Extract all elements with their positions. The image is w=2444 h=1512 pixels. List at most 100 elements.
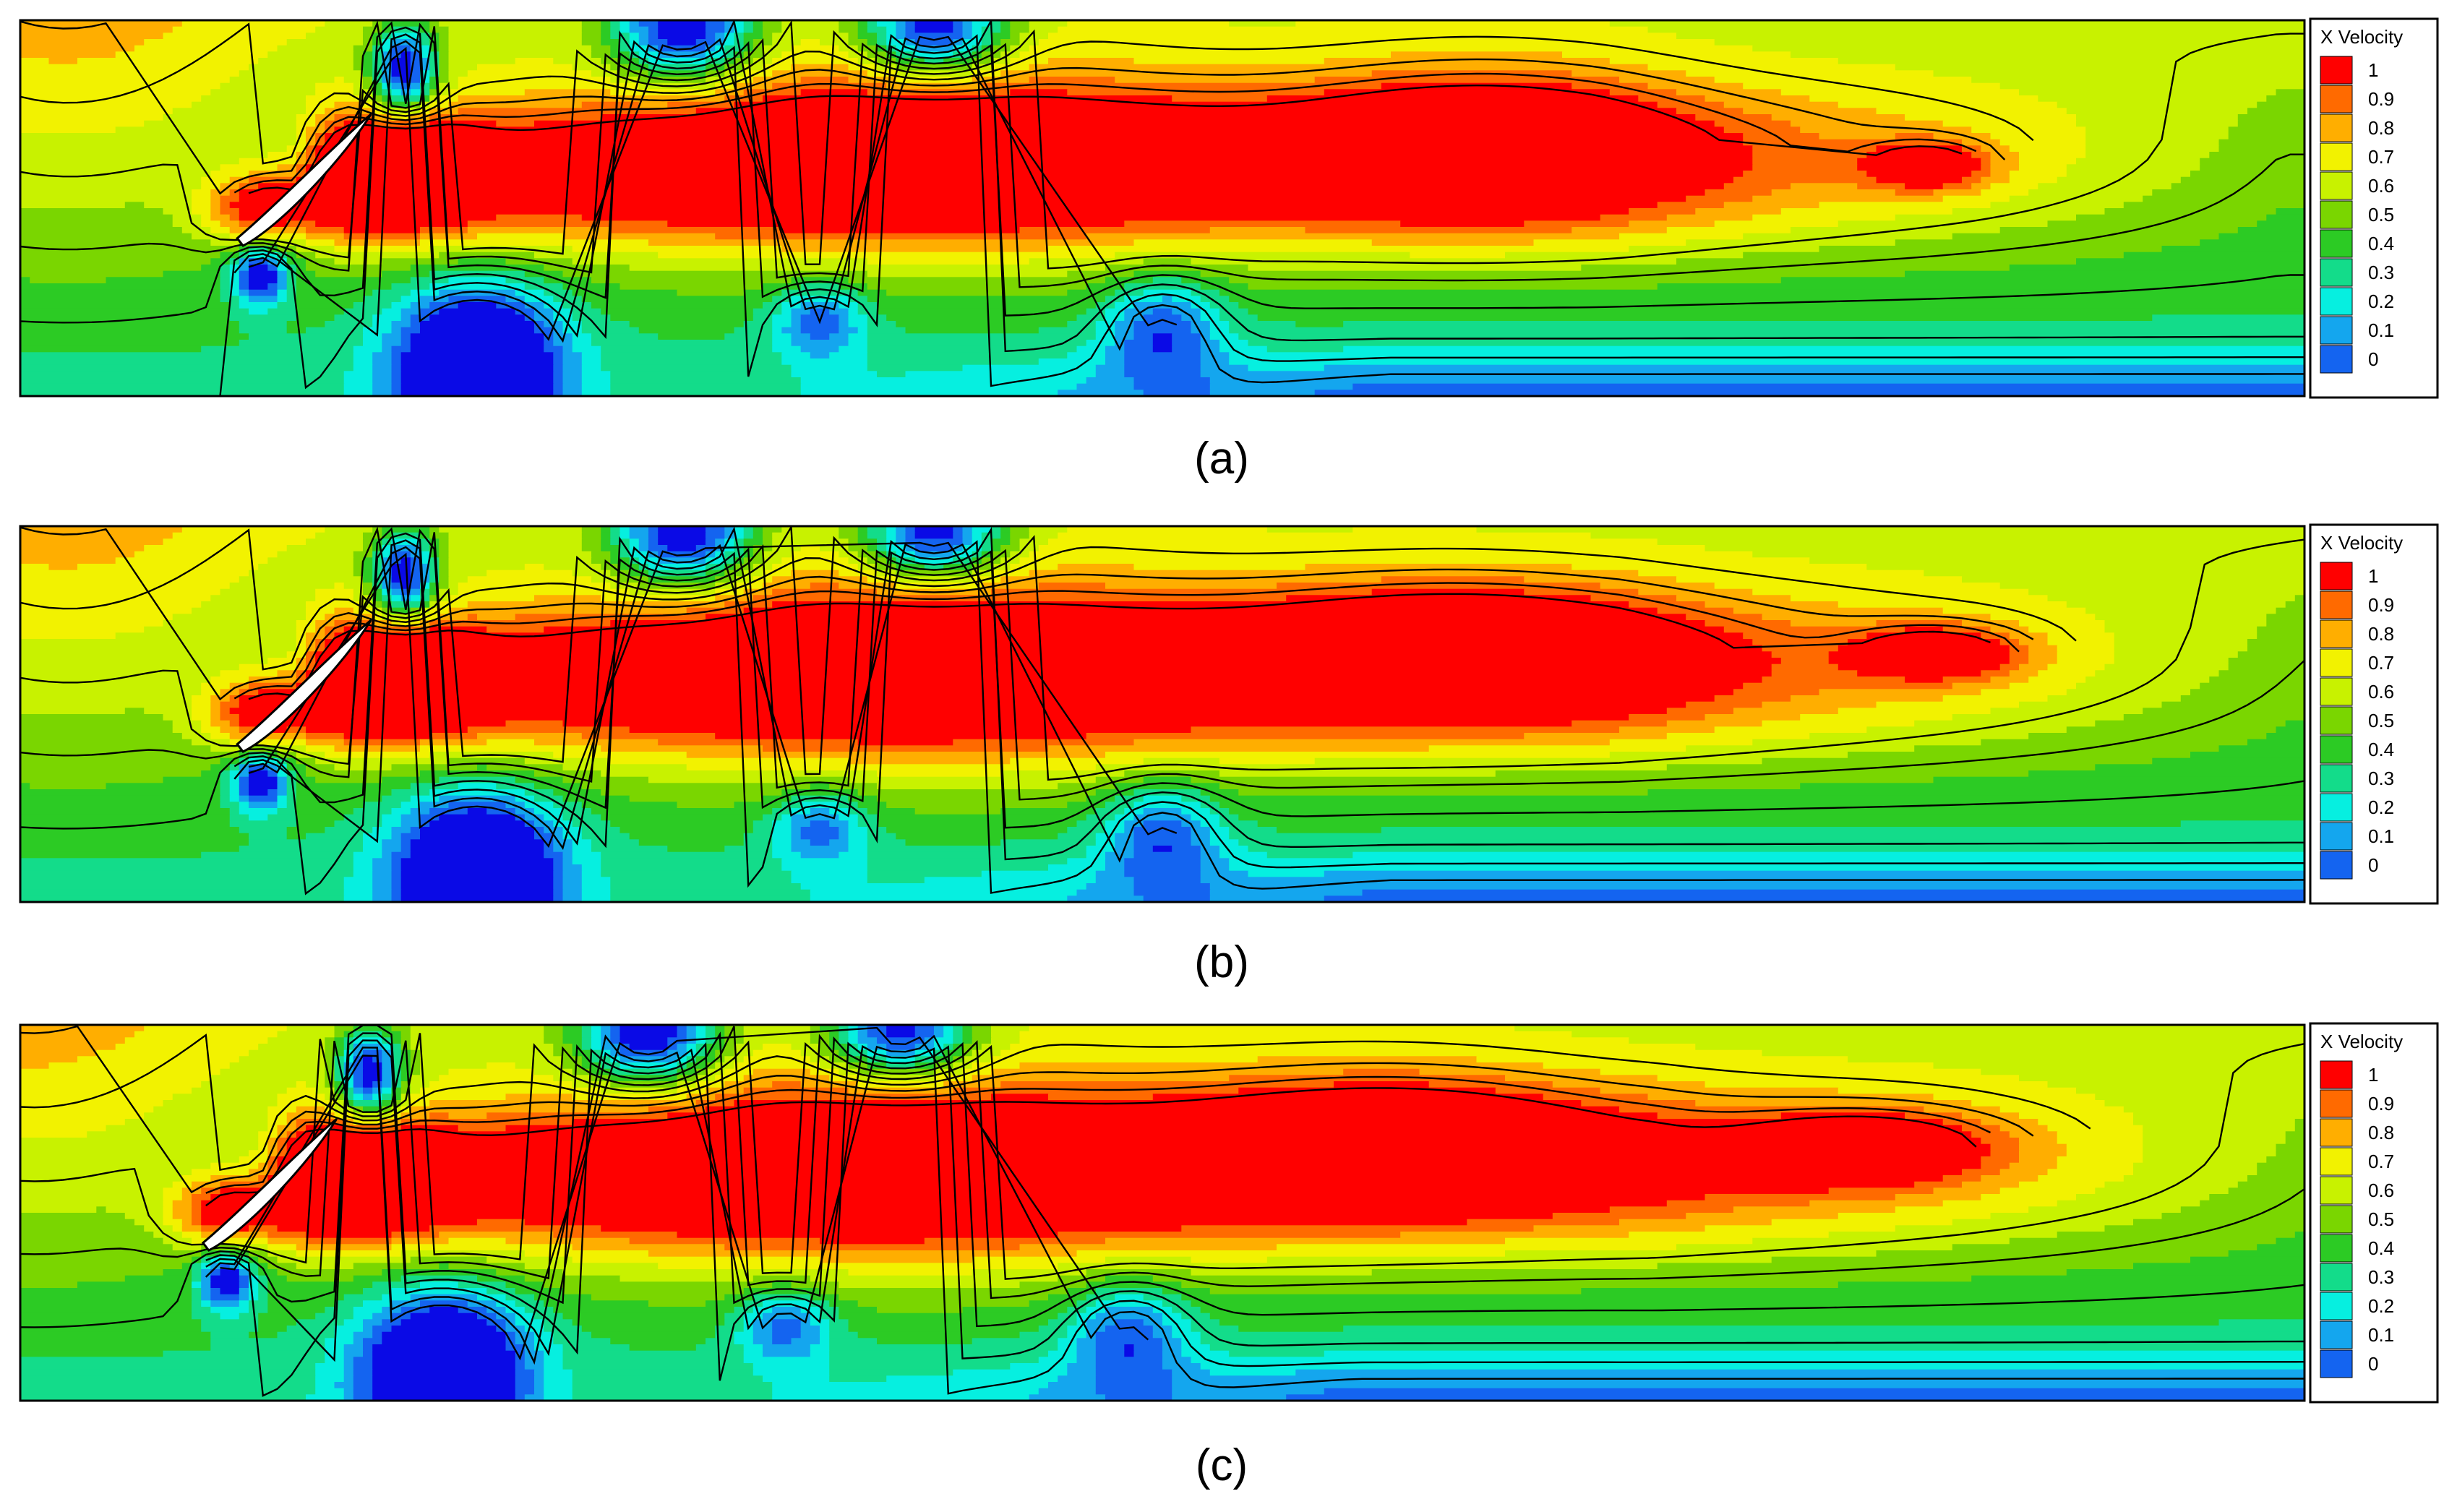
contour-band [1924, 1106, 2001, 1114]
contour-band [286, 1326, 335, 1333]
contour-band [1200, 352, 1230, 359]
contour-band [1086, 851, 1106, 859]
contour-band [439, 39, 450, 46]
contour-band [1095, 1344, 1125, 1352]
contour-band [391, 82, 402, 90]
contour-band [743, 51, 763, 59]
contour-band [420, 1281, 459, 1289]
contour-band [553, 789, 601, 796]
contour-band [306, 607, 335, 615]
contour-band [334, 1331, 354, 1339]
contour-band [400, 1031, 411, 1039]
contour-band [610, 883, 802, 890]
contour-band [1152, 1094, 1544, 1101]
contour-band [572, 314, 612, 322]
contour-band [734, 20, 745, 27]
contour-band [658, 252, 1115, 259]
contour-band [429, 314, 526, 322]
contour-band [20, 1357, 326, 1364]
contour-band [1352, 383, 2304, 391]
contour-band [820, 1256, 973, 1264]
contour-band [991, 1031, 1021, 1039]
contour-band [562, 1344, 630, 1352]
contour-band [410, 846, 544, 853]
contour-band [544, 1369, 573, 1377]
contour-band [934, 1031, 944, 1039]
contour-band [115, 1044, 259, 1051]
contour-band [1524, 220, 1629, 228]
contour-band [648, 545, 669, 552]
contour-band [400, 82, 411, 90]
contour-band [562, 795, 630, 803]
contour-band [467, 726, 630, 734]
contour-band [486, 570, 573, 577]
contour-band [286, 1138, 1982, 1145]
contour-band [277, 289, 288, 297]
colorbar-tick-label: 0 [2368, 348, 2378, 370]
contour-band [325, 108, 373, 115]
contour-band [886, 545, 906, 552]
contour-band [686, 752, 1106, 759]
contour-band [515, 1313, 535, 1320]
contour-band [648, 538, 659, 546]
contour-band [629, 551, 649, 559]
contour-band [458, 258, 507, 265]
contour-band [229, 302, 240, 309]
contour-band [1647, 26, 2304, 34]
contour-band [2133, 1263, 2304, 1270]
contour-band [810, 1344, 830, 1352]
contour-band [420, 833, 535, 841]
contour-band [20, 327, 240, 335]
contour-band [534, 783, 583, 790]
contour-band [772, 1307, 802, 1314]
contour-band [382, 345, 393, 353]
contour-band [343, 733, 430, 740]
contour-band [848, 757, 1011, 765]
contour-band [2104, 1225, 2304, 1232]
contour-band [1115, 77, 1316, 84]
contour-band [439, 1263, 450, 1270]
contour-band [1666, 214, 1754, 222]
contour-band [296, 789, 393, 796]
contour-band [20, 390, 345, 396]
contour-band [686, 764, 1097, 771]
contour-band [1905, 270, 2304, 278]
contour-band [848, 545, 868, 552]
contour-band [363, 839, 383, 846]
contour-band [686, 1044, 697, 1051]
contour-band [400, 327, 421, 335]
contour-band [1086, 814, 1115, 822]
contour-band [306, 145, 316, 153]
contour-band [163, 1200, 173, 1208]
contour-band [572, 64, 612, 72]
contour-band [477, 764, 487, 771]
contour-band [1133, 802, 1201, 809]
contour-band [867, 358, 1039, 366]
contour-band [1209, 390, 1316, 396]
contour-band [249, 333, 364, 340]
contour-band [1971, 183, 1991, 190]
contour-band [1181, 1344, 1211, 1352]
contour-band [991, 39, 1001, 46]
contour-band [800, 1081, 859, 1088]
contour-band [848, 296, 868, 303]
contour-band [400, 352, 554, 359]
contour-band [1143, 258, 1192, 265]
contour-band [382, 1087, 393, 1095]
contour-band [20, 658, 269, 665]
contour-line [233, 72, 1977, 194]
contour-band [400, 802, 421, 809]
contour-band [534, 795, 564, 803]
contour-band [420, 551, 430, 559]
contour-band [1076, 1319, 1087, 1326]
contour-band [267, 764, 278, 771]
contour-band [1981, 1068, 2304, 1076]
contour-band [267, 1175, 1944, 1182]
contour-band [2257, 1244, 2304, 1251]
contour-band [1086, 1281, 1183, 1289]
contour-band [2276, 89, 2304, 96]
contour-band [1200, 308, 1220, 316]
contour-band [467, 808, 487, 815]
contour-band [857, 564, 878, 571]
contour-band [562, 776, 649, 784]
